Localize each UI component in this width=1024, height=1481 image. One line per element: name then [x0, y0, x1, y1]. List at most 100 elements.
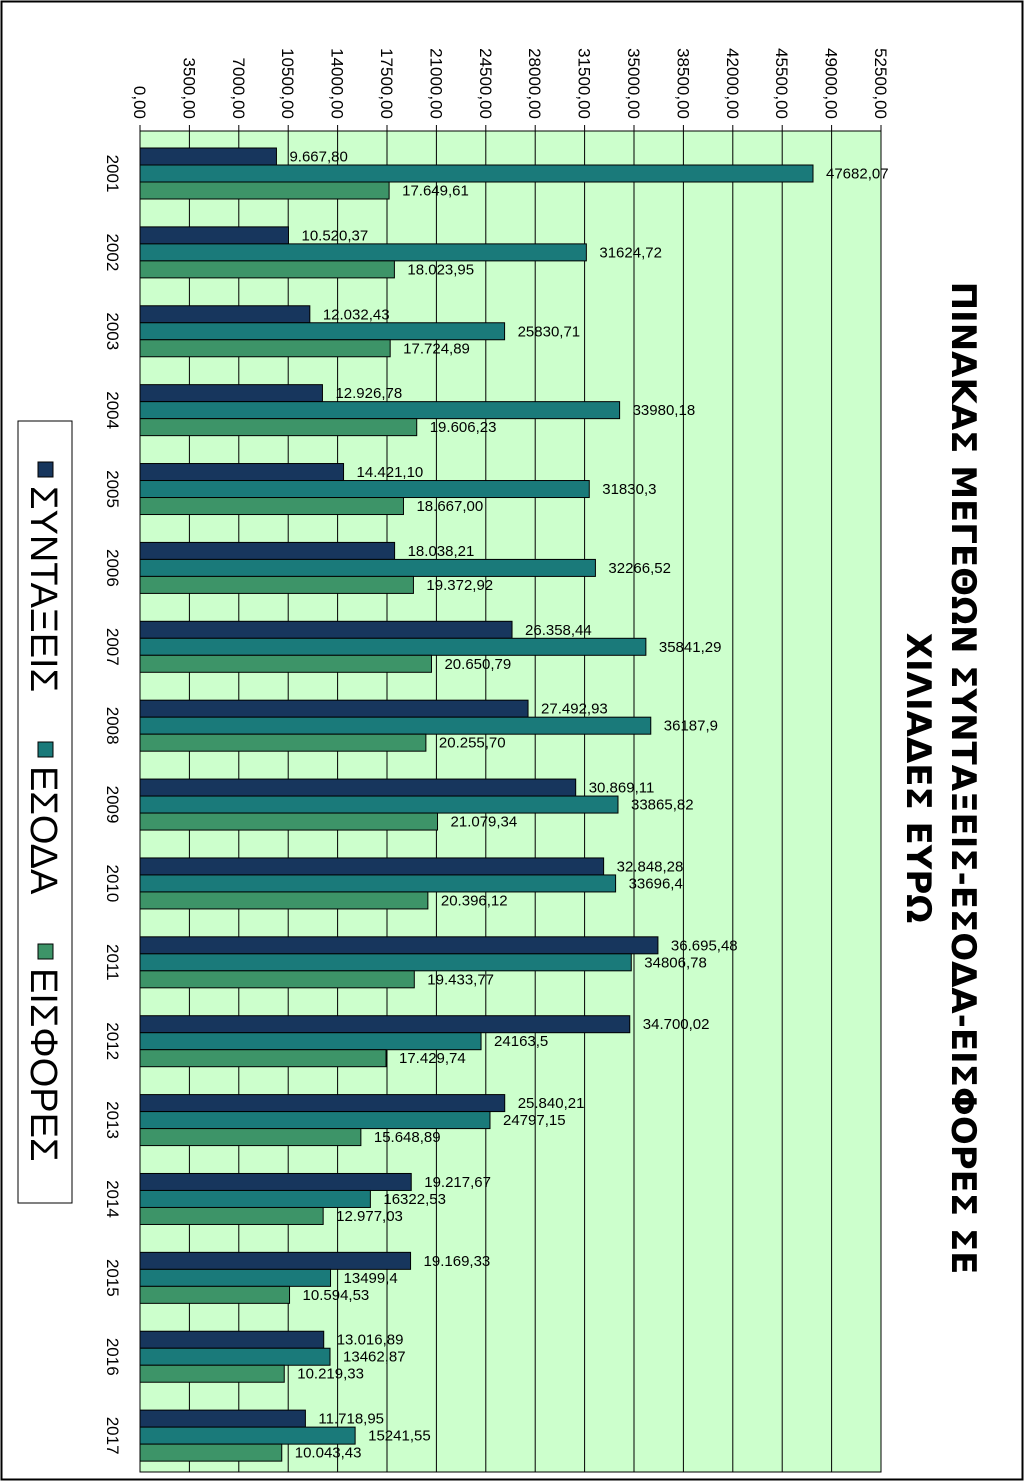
category-label: 2011 — [103, 944, 122, 981]
bar — [139, 654, 432, 673]
data-label: 19.372,92 — [426, 577, 493, 594]
value-axis-tick-label: 28000,00 — [525, 48, 544, 119]
data-label: 21.079,34 — [451, 814, 518, 831]
data-label: 34806,78 — [644, 954, 707, 971]
category-label: 2002 — [103, 233, 122, 271]
bar — [139, 541, 396, 560]
bar — [139, 1172, 412, 1191]
category-label: 2007 — [103, 628, 122, 666]
bar — [139, 339, 391, 358]
value-axis-tick-label: 17500,00 — [377, 48, 396, 119]
data-label: 17.429,74 — [399, 1050, 466, 1067]
data-label: 13499,4 — [344, 1270, 398, 1287]
data-label: 19.169,33 — [424, 1253, 491, 1270]
data-label: 24163,5 — [494, 1033, 548, 1050]
data-label: 12.926,78 — [335, 385, 402, 402]
data-label: 20.255,70 — [439, 735, 506, 752]
category-label: 2016 — [103, 1338, 122, 1376]
bar — [139, 480, 590, 499]
data-label: 12.977,03 — [336, 1208, 403, 1225]
category-label: 2001 — [103, 155, 122, 193]
category-label: 2004 — [103, 391, 122, 429]
value-axis-tick-label: 38500,00 — [673, 48, 692, 119]
value-axis-tick-label: 7000,00 — [229, 58, 248, 119]
data-label: 25830,71 — [518, 323, 581, 340]
data-label: 10.520,37 — [301, 227, 368, 244]
data-label: 47682,07 — [826, 166, 889, 183]
data-label: 12.032,43 — [323, 306, 390, 323]
legend-swatch — [37, 943, 54, 960]
data-label: 24797,15 — [503, 1112, 566, 1129]
bar — [139, 795, 619, 814]
category-label: 2012 — [103, 1022, 122, 1060]
value-axis-tick-label: 21000,00 — [426, 48, 445, 119]
bar — [139, 812, 439, 831]
data-label: 32.848,28 — [617, 858, 684, 875]
bar — [139, 1251, 412, 1270]
legend: ΣΥΝΤΑΞΕΙΣ ΕΣΟΔΑ ΕΙΣΦΟΡΕΣ — [17, 420, 73, 1204]
data-label: 19.433,77 — [427, 971, 494, 988]
legend-label: ΕΣΟΔΑ — [22, 766, 64, 895]
data-label: 10.219,33 — [297, 1366, 364, 1383]
bar — [139, 1285, 291, 1304]
bar — [139, 1330, 325, 1349]
data-label: 18.038,21 — [408, 543, 475, 560]
bar — [139, 1347, 331, 1366]
bar — [139, 1015, 631, 1034]
data-label: 13.016,89 — [337, 1332, 404, 1349]
bar — [139, 1409, 306, 1428]
bar — [139, 401, 621, 420]
category-label: 2006 — [103, 549, 122, 587]
bar — [139, 699, 529, 718]
bar — [139, 1268, 332, 1287]
data-label: 26.358,44 — [525, 622, 592, 639]
chart-title: ΠΙΝΑΚΑΣ ΜΕΓΕΘΩΝ ΣΥΝΤΑΞΕΙΣ-ΕΣΟΔΑ-ΕΙΣΦΟΡΕΣ… — [898, 282, 983, 1275]
bar — [139, 1128, 362, 1147]
bar — [139, 1364, 285, 1383]
data-label: 33865,82 — [631, 797, 694, 814]
value-axis-tick-label: 10500,00 — [278, 48, 297, 119]
value-axis-tick-label: 52500,00 — [871, 48, 890, 119]
bar — [139, 716, 652, 735]
bar — [139, 164, 814, 183]
bar — [139, 558, 596, 577]
data-label: 15241,55 — [368, 1428, 431, 1445]
category-label: 2010 — [103, 865, 122, 903]
bar — [139, 418, 418, 437]
data-label: 14.421,10 — [357, 464, 424, 481]
data-label: 10.594,53 — [303, 1287, 370, 1304]
bar — [139, 463, 345, 482]
value-axis-tick-label: 14000,00 — [328, 48, 347, 119]
bar — [139, 497, 404, 516]
data-label: 34.700,02 — [643, 1016, 710, 1033]
data-label: 19.606,23 — [430, 419, 497, 436]
data-label: 17.724,89 — [403, 340, 470, 357]
bar — [139, 1094, 506, 1113]
bar — [139, 226, 289, 245]
legend-swatch — [37, 741, 54, 758]
legend-label: ΣΥΝΤΑΞΕΙΣ — [22, 486, 64, 692]
bar — [139, 1032, 482, 1051]
chart-title-line-1: ΠΙΝΑΚΑΣ ΜΕΓΕΘΩΝ ΣΥΝΤΑΞΕΙΣ-ΕΣΟΔΑ-ΕΙΣΦΟΡΕΣ… — [943, 282, 983, 1275]
bar — [139, 953, 632, 972]
data-label: 18.023,95 — [407, 261, 474, 278]
category-label: 2009 — [103, 786, 122, 824]
category-label: 2014 — [103, 1180, 122, 1218]
data-label: 17.649,61 — [402, 183, 469, 200]
data-label: 27.492,93 — [541, 701, 608, 718]
category-label: 2008 — [103, 707, 122, 745]
data-label: 11.718,95 — [318, 1411, 384, 1428]
value-axis-tick-label: 42000,00 — [723, 48, 742, 119]
category-label: 2003 — [103, 312, 122, 350]
bar — [139, 637, 647, 656]
data-label: 10.043,43 — [295, 1445, 362, 1462]
bar — [139, 1206, 324, 1225]
value-axis-tick-label: 49000,00 — [822, 48, 841, 119]
value-axis-tick-label: 35000,00 — [624, 48, 643, 119]
data-label: 25.840,21 — [518, 1095, 585, 1112]
value-axis-tick-label: 3500,00 — [179, 58, 198, 119]
category-label: 2013 — [103, 1101, 122, 1139]
legend-swatch — [37, 461, 54, 478]
data-label: 20.396,12 — [441, 892, 508, 909]
